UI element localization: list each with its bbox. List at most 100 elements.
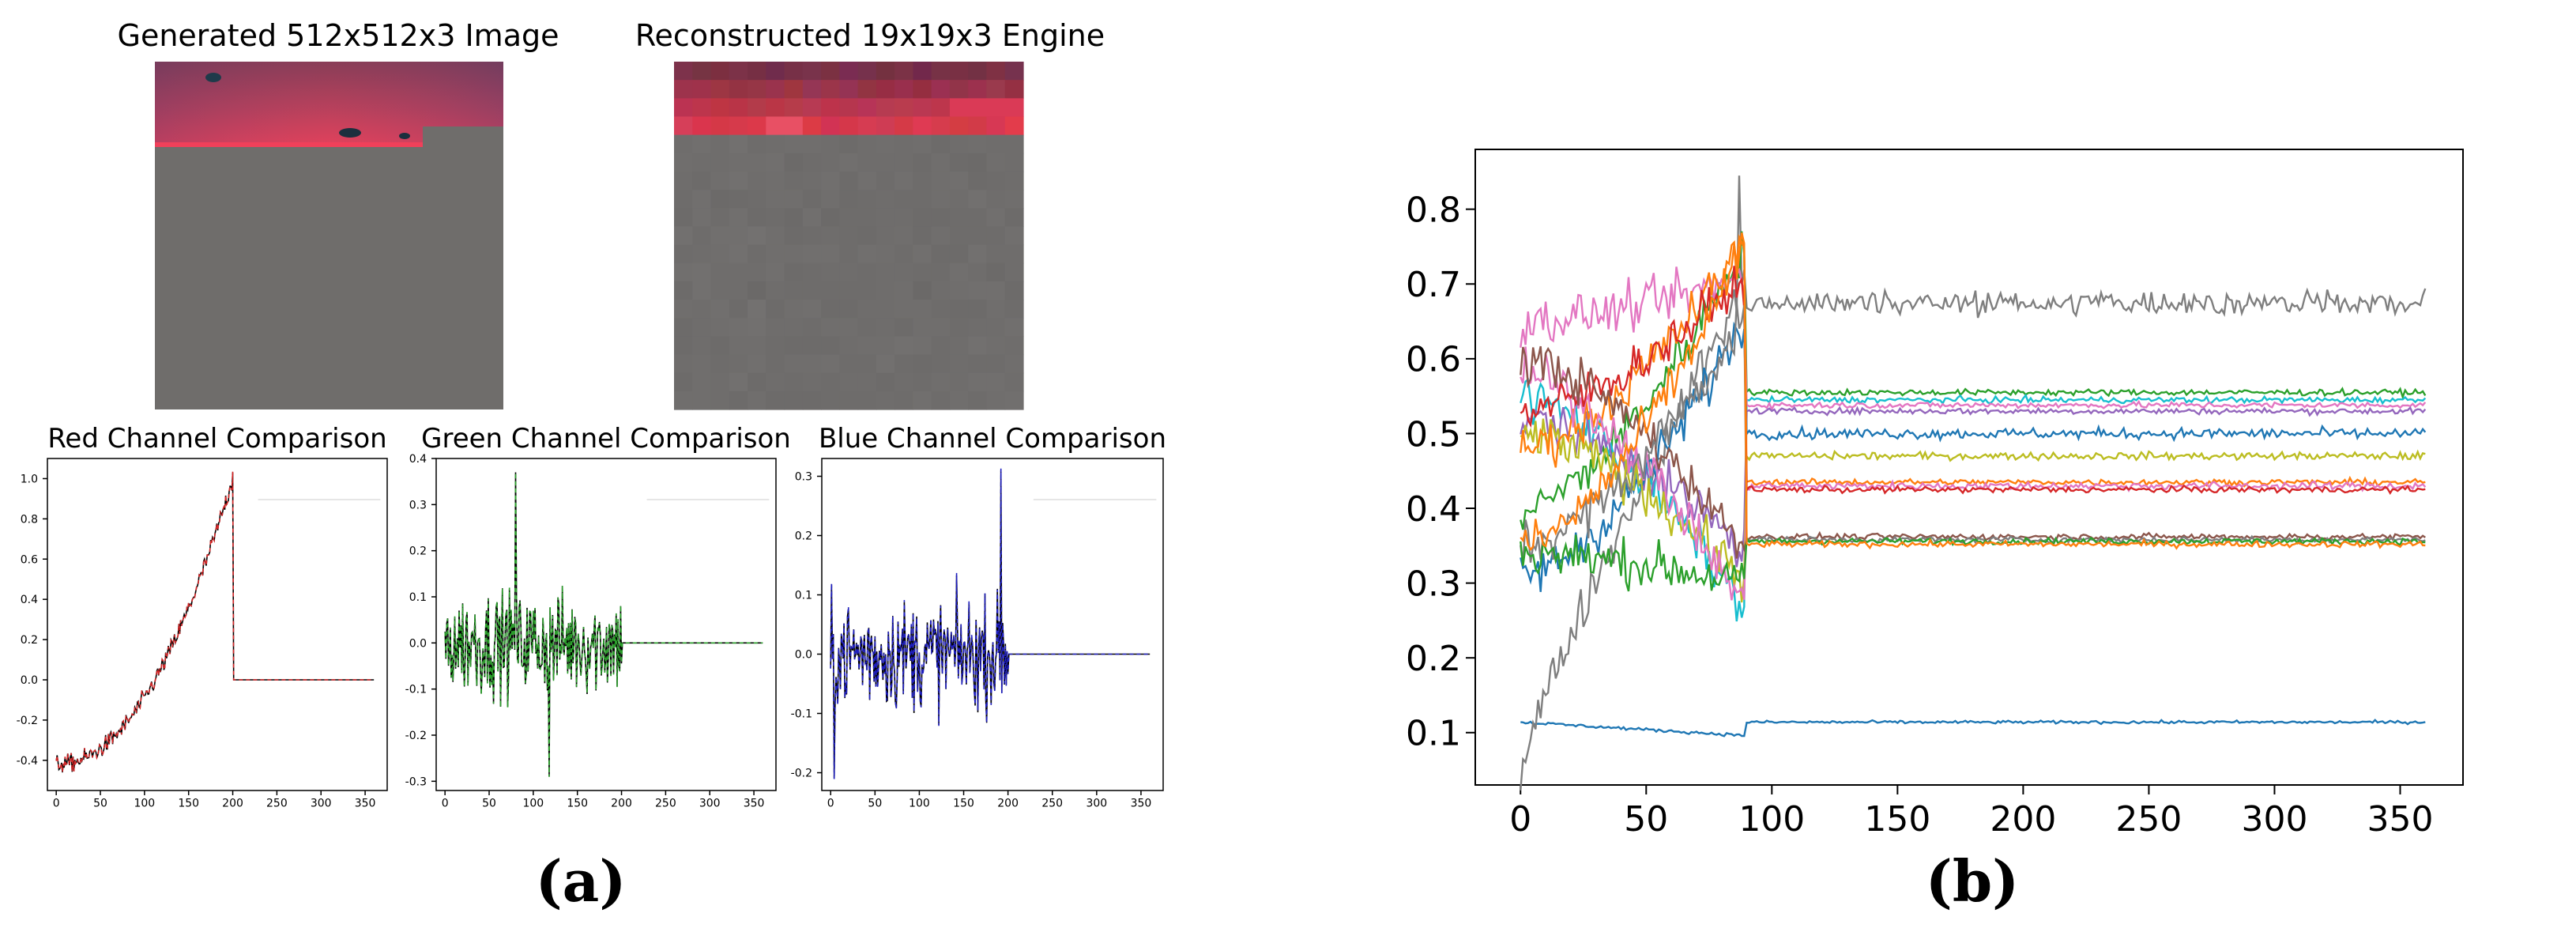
mosaic-cell [729,98,748,118]
mosaic-cell [729,226,748,246]
mosaic-cell [710,171,730,191]
x-tick-label: 350 [1131,798,1152,810]
mosaic-cell [931,281,951,300]
series-line [1520,266,2426,495]
mosaic-cell [894,354,914,374]
mosaic-cell [710,226,730,246]
x-tick-label: 350 [744,798,765,810]
mosaic-cell [766,318,785,337]
reconstructed-series-line [830,468,1151,779]
x-tick-label: 100 [522,798,544,810]
mosaic-cell [784,80,804,99]
mosaic-cell [1004,318,1024,337]
mosaic-cell [692,171,712,191]
series-line [1520,418,2426,603]
mosaic-cell [931,62,951,81]
mosaic-cell [674,244,693,264]
mosaic-cell [729,391,748,410]
mosaic-cell [766,300,785,319]
mosaic-cell [913,80,932,99]
mosaic-cell [710,98,730,118]
mosaic-cell [1004,171,1024,191]
green-channel-chart: 0 50 100 150 200 250 300 350 -0.3 -0.2 -0.1 0.0 0.1 0… [405,423,791,810]
mosaic-cell [913,318,932,337]
mosaic-cell [876,244,895,264]
mosaic-cell [913,116,932,136]
mosaic-cell [839,80,859,99]
mosaic-cell [839,208,859,228]
mosaic-cell [821,262,840,282]
panel-label-a: (a) [536,847,627,915]
mosaic-cell [894,318,914,337]
mosaic-cell [949,244,969,264]
x-tick-label: 150 [567,798,588,810]
mosaic-cell [674,62,693,81]
y-tick-label: 0.3 [1406,564,1461,604]
mosaic-cell [839,391,859,410]
mosaic-cell [748,354,766,374]
mosaic-cell [766,190,785,209]
mosaic-cell [839,372,859,392]
mosaic-cell [968,190,988,209]
mosaic-cell [710,244,730,264]
mosaic-cell [710,62,730,81]
mosaic-cell [784,208,804,228]
mosaic-cell [913,153,932,172]
mosaic-cell [784,336,804,356]
mosaic-cell [931,262,951,282]
mosaic-cell [802,98,822,118]
mosaic-cell [968,153,988,172]
mosaic-cell [931,208,951,228]
x-tick-label: 0 [827,798,834,810]
multi-series-chart: 0 50 100 150 200 250 300 350 0.1 0.2 0.3 0.4 0.5 0.6 0… [1406,149,2464,840]
x-tick-label: 300 [311,798,332,810]
mosaic-cell [729,62,748,81]
mosaic-cell [986,190,1006,209]
x-tick-label: 200 [611,798,632,810]
series-line [1520,406,2427,568]
mosaic-cell [931,336,951,356]
y-tick-label: 0.6 [21,553,38,566]
mosaic-cell [857,98,877,118]
mosaic-cell [931,354,951,374]
chart-title: Red Channel Comparison [47,423,386,455]
mosaic-cell [802,116,822,136]
mosaic-cell [729,134,748,154]
mosaic-cell [766,354,785,374]
mosaic-cell [766,62,785,81]
mosaic-cell [913,372,932,392]
mosaic-cell [802,153,822,172]
mosaic-cell [986,134,1006,154]
mosaic-cell [931,134,951,154]
series-line [1520,231,2427,530]
mosaic-cell [766,116,785,136]
mosaic-cell [931,190,951,209]
mosaic-cell [748,244,766,264]
mosaic-cell [674,336,693,356]
mosaic-cell [821,354,840,374]
mosaic-cell [748,336,766,356]
mosaic-cell [784,244,804,264]
mosaic-cell [968,62,988,81]
mosaic-cell [857,391,877,410]
mosaic-cell [729,281,748,300]
mosaic-cell [968,262,988,282]
mosaic-cell [766,281,785,300]
mosaic-cell [857,190,877,209]
generated-image-spot [339,128,361,138]
mosaic-cell [986,354,1006,374]
x-tick-label: 350 [2367,799,2433,840]
reconstructed-series-line [55,471,375,772]
mosaic-cell [913,62,932,81]
plot-frame [1474,149,2464,786]
blue-channel-chart: 0 50 100 150 200 250 300 350 -0.2 -0.1 0.0 0.1 0.2 0.… [791,423,1166,810]
mosaic-cell [894,244,914,264]
mosaic-cell [986,226,1006,246]
mosaic-cell [876,98,895,118]
mosaic-cell [913,98,932,118]
mosaic-cell [748,226,766,246]
mosaic-cell [913,262,932,282]
mosaic-cell [839,262,859,282]
mosaic-cell [931,80,951,99]
mosaic-cell [729,116,748,136]
